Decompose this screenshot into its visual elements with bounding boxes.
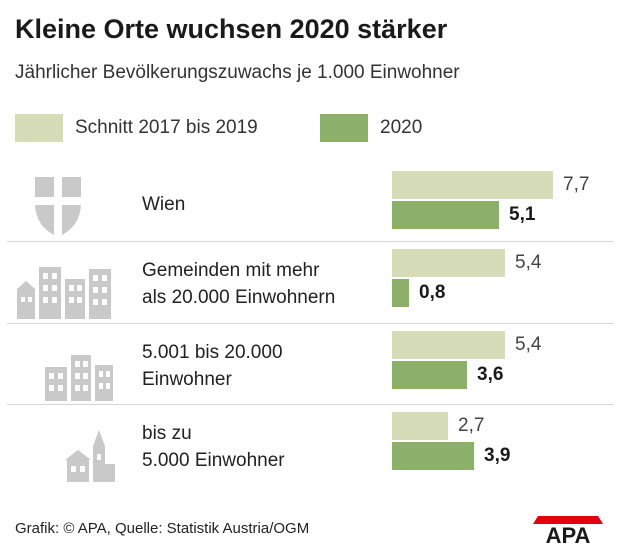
apa-logo: APA [532, 512, 604, 549]
category-label-line: Einwohner [142, 369, 232, 390]
svg-text:APA: APA [546, 523, 591, 544]
bar-2020 [392, 361, 467, 389]
category-label: Wien [142, 191, 185, 218]
chart-row: bis zu 5.000 Einwohner 2,7 3,9 [0, 406, 620, 486]
village-church-icon [5, 412, 115, 487]
city-buildings-icon [5, 249, 115, 324]
value-label-2020: 0,8 [419, 282, 446, 303]
chart-subtitle: Jährlicher Bevölkerungszuwachs je 1.000 … [15, 62, 460, 83]
value-label-2020: 3,9 [484, 445, 511, 466]
value-label-avg: 5,4 [515, 334, 542, 355]
category-label-line: als 20.000 Einwohnern [142, 287, 336, 308]
category-label-line: Wien [142, 194, 186, 215]
bar-2020 [392, 201, 499, 229]
legend-label-avg: Schnitt 2017 bis 2019 [75, 117, 258, 138]
bar-avg-2017-2019 [392, 412, 448, 440]
legend: Schnitt 2017 bis 2019 2020 [15, 114, 615, 144]
bar-avg-2017-2019 [392, 249, 505, 277]
vienna-coat-of-arms-icon [5, 171, 115, 246]
value-label-avg: 5,4 [515, 252, 542, 273]
category-label: bis zu 5.000 Einwohner [142, 420, 285, 474]
row-separator [7, 241, 614, 242]
bar-avg-2017-2019 [392, 331, 505, 359]
source-footer: Grafik: © APA, Quelle: Statistik Austria… [15, 520, 310, 537]
chart-row: Wien 7,7 5,1 [0, 165, 620, 245]
category-label-line: 5.001 bis 20.000 [142, 342, 283, 363]
value-label-2020: 5,1 [509, 204, 536, 225]
legend-swatch-2020 [320, 114, 368, 142]
category-label: Gemeinden mit mehr als 20.000 Einwohnern [142, 257, 335, 311]
bar-avg-2017-2019 [392, 171, 553, 199]
value-label-avg: 7,7 [563, 174, 590, 195]
bar-2020 [392, 442, 474, 470]
value-label-avg: 2,7 [458, 415, 485, 436]
value-label-2020: 3,6 [477, 364, 504, 385]
apa-logo-mark: APA [533, 516, 603, 548]
category-label-line: Gemeinden mit mehr [142, 260, 320, 281]
bar-2020 [392, 279, 409, 307]
category-label-line: 5.000 Einwohner [142, 450, 285, 471]
chart-row: Gemeinden mit mehr als 20.000 Einwohnern 5… [0, 243, 620, 323]
category-label-line: bis zu [142, 423, 192, 444]
town-buildings-icon [5, 331, 115, 406]
chart-title: Kleine Orte wuchsen 2020 stärker [15, 14, 448, 44]
row-separator [7, 323, 614, 324]
chart-row: 5.001 bis 20.000 Einwohner 5,4 3,6 [0, 325, 620, 405]
legend-label-2020: 2020 [380, 117, 423, 138]
category-label: 5.001 bis 20.000 Einwohner [142, 339, 283, 393]
legend-swatch-avg [15, 114, 63, 142]
row-separator [7, 404, 614, 405]
